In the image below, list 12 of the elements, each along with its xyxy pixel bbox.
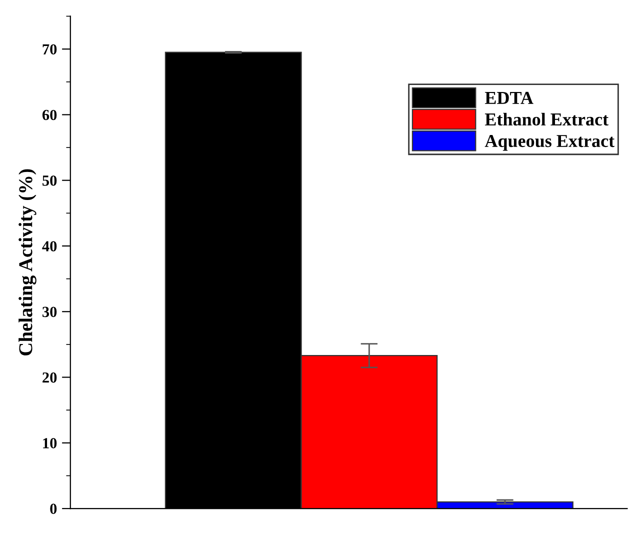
y-tick-label: 60 [42,110,57,120]
legend-label: EDTA [484,92,534,104]
y-tick-label: 30 [42,306,57,318]
legend-label: Aqueous Extract [484,134,614,151]
y-tick-label: 20 [42,372,57,383]
y-tick-label: 40 [42,241,57,252]
y-axis-title: Chelating Activity (%) [18,169,36,356]
y-tick-label: 70 [42,44,57,54]
y-tick-label: 0 [50,504,57,514]
y-tick-label: 50 [42,175,57,186]
legend-label: Ethanol Extract [484,112,608,126]
y-tick-label: 10 [43,438,57,448]
